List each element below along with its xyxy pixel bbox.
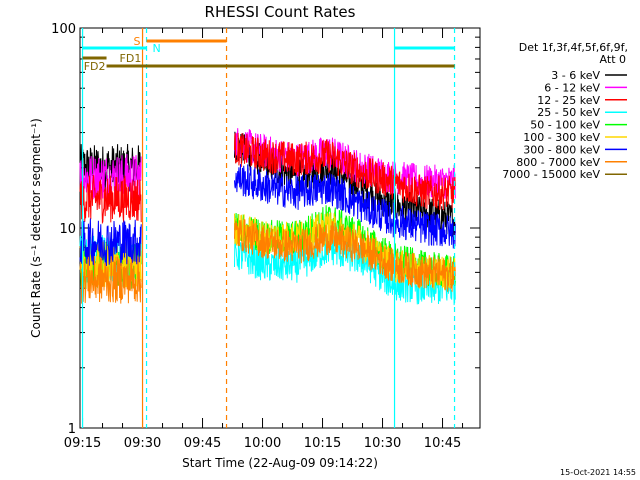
series-line-post <box>234 218 456 292</box>
y-tick-label: 1 <box>68 422 76 437</box>
x-tick-label: 10:30 <box>364 436 401 451</box>
x-tick-label: 10:00 <box>244 436 281 451</box>
series-300-800keV <box>79 164 456 267</box>
attenuator-state-label: S <box>134 35 141 48</box>
attenuator-state-label: FD1 <box>120 52 142 65</box>
x-tick-label: 09:45 <box>184 436 221 451</box>
series-line-post <box>234 132 456 211</box>
x-tick-label: 10:45 <box>424 436 461 451</box>
legend-entry-label: 6 - 12 keV <box>544 81 600 94</box>
series-800-7000keV <box>79 218 456 304</box>
legend-entry-label: 7000 - 15000 keV <box>502 168 600 181</box>
legend-entry-label: 800 - 7000 keV <box>516 156 600 169</box>
series-line-pre <box>79 175 142 225</box>
series-line-pre <box>79 218 142 267</box>
legend-entry-label: 12 - 25 keV <box>537 94 600 107</box>
legend-header-line-1: Det 1f,3f,4f,5f,6f,9f, <box>519 41 628 54</box>
series-line-pre <box>79 256 142 304</box>
y-axis-label: Count Rate (s⁻¹ detector segment⁻¹) <box>29 118 43 338</box>
legend-entry-label: 300 - 800 keV <box>523 143 600 156</box>
series-12-25keV <box>79 132 456 225</box>
x-tick-label: 09:30 <box>124 436 161 451</box>
x-tick-label: 09:15 <box>64 436 101 451</box>
legend-entry-label: 50 - 100 keV <box>530 119 600 132</box>
legend-header-line-2: Att 0 <box>600 53 626 66</box>
legend-entry-label: 3 - 6 keV <box>551 69 600 82</box>
legend-entry-label: 25 - 50 keV <box>537 106 600 119</box>
series-line-post <box>234 164 456 249</box>
chart-title: RHESSI Count Rates <box>205 3 356 21</box>
footer-timestamp: 15-Oct-2021 14:55 <box>560 468 636 477</box>
legend-entry-label: 100 - 300 keV <box>523 131 600 144</box>
attenuator-state-label: N <box>153 42 161 55</box>
plot-area: 1 10 100 09:15 09:30 09:45 10:00 10:15 10:30 10:4… <box>51 22 627 451</box>
y-tick-label: 10 <box>59 222 76 237</box>
y-tick-label: 100 <box>51 22 76 37</box>
x-axis-label: Start Time (22-Aug-09 09:14:22) <box>182 456 378 470</box>
attenuator-state-label: FD2 <box>84 60 106 73</box>
x-tick-label: 10:15 <box>304 436 341 451</box>
